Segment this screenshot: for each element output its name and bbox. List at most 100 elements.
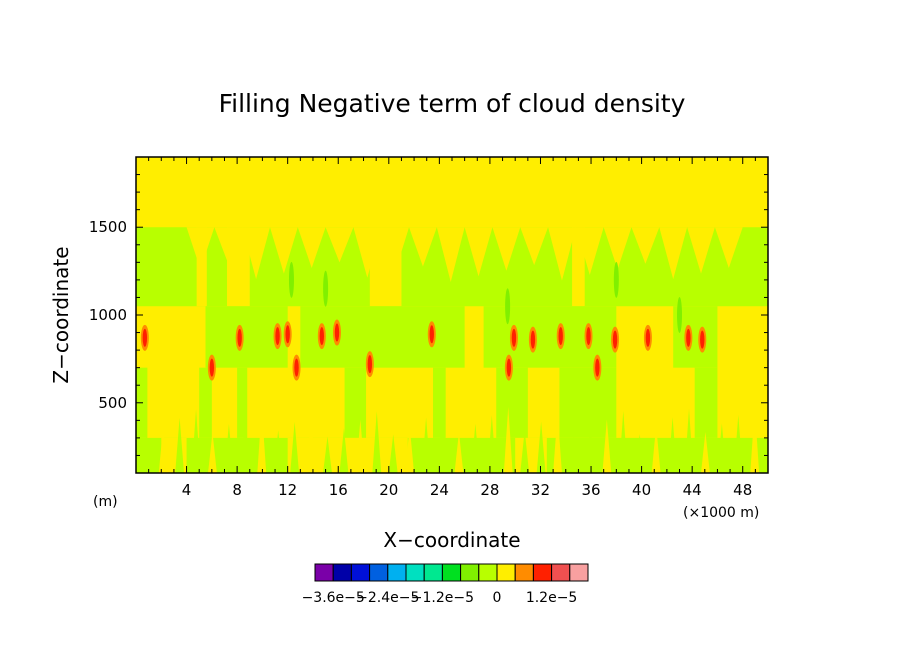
- bottom-streak: [487, 415, 497, 473]
- bottom-streak: [323, 436, 332, 473]
- bottom-streak: [520, 430, 530, 473]
- colorbar-swatch: [369, 563, 389, 582]
- red-spot: [700, 330, 705, 349]
- bottom-streak: [684, 408, 694, 473]
- bottom-streak: [438, 409, 447, 473]
- colorbar-swatch: [423, 563, 443, 582]
- colorbar-tick-label: −3.6e−5: [302, 590, 365, 606]
- upper-edge-spike: [492, 227, 521, 271]
- red-spot: [595, 358, 600, 377]
- red-spot: [209, 358, 215, 377]
- upper-edge-spike: [409, 227, 437, 267]
- x-axis-label: X−coordinate: [383, 528, 520, 552]
- bottom-streak: [635, 434, 645, 473]
- bottom-streak: [585, 427, 595, 473]
- x-tick-label: 24: [430, 481, 449, 499]
- bottom-streak: [421, 417, 431, 473]
- red-spot: [686, 328, 691, 347]
- upper-edge-spike: [214, 227, 243, 264]
- upper-edge-spike: [714, 227, 743, 268]
- bottom-streak: [470, 423, 480, 473]
- red-spot: [530, 330, 536, 349]
- bottom-streak: [240, 415, 250, 473]
- colorbar-swatch: [496, 563, 516, 582]
- x-tick-label: 48: [733, 481, 752, 499]
- y-axis-ticks: 500 1000 1500: [89, 174, 768, 456]
- bottom-streak: [388, 434, 398, 473]
- green-spot: [613, 261, 619, 298]
- upper-yellow-gap: [572, 227, 585, 307]
- colorbar-tick-label: −2.4e−5: [356, 590, 419, 606]
- lower-green-segment: [199, 367, 212, 438]
- colorbar-tick-label: 0: [493, 590, 502, 606]
- bottom-streak: [290, 421, 300, 473]
- red-spot: [558, 327, 563, 346]
- upper-edge-spike: [381, 227, 410, 273]
- upper-edge-spike: [186, 227, 215, 270]
- y-tick-label: 1000: [89, 306, 127, 324]
- upper-edge-spike: [575, 227, 604, 275]
- bottom-streak: [355, 419, 365, 473]
- bottom-streak: [536, 421, 546, 473]
- bottom-streak: [569, 436, 579, 473]
- red-spot: [429, 325, 434, 344]
- red-spot: [367, 355, 373, 374]
- x-tick-label: 20: [379, 481, 398, 499]
- y-axis-label: Z−coordinate: [49, 246, 73, 383]
- x-scale-note: (×1000 m): [683, 505, 759, 521]
- colorbar-swatch: [314, 563, 334, 582]
- colorbar-labels: −3.6e−5−2.4e−5−1.2e−5 0 1.2e−5: [302, 590, 578, 606]
- lower-green-segment: [694, 367, 718, 438]
- red-spot: [334, 323, 340, 342]
- upper-edge-spike: [464, 227, 493, 277]
- bottom-streak: [339, 428, 349, 473]
- x-tick-label: 32: [531, 481, 550, 499]
- upper-edge-spike: [520, 227, 549, 266]
- bottom-streak: [306, 413, 316, 473]
- red-spot: [275, 327, 280, 346]
- red-spot: [285, 325, 290, 344]
- upper-edge-spike: [436, 227, 465, 282]
- red-spot: [237, 328, 242, 347]
- upper-edge-spike: [325, 227, 354, 263]
- green-spot: [505, 288, 511, 325]
- green-spot: [323, 270, 329, 307]
- colorbar-swatch: [332, 563, 352, 582]
- x-axis-ticks: 4 8 12 16 20 24 28 32 36 40 44 48: [148, 157, 756, 499]
- upper-edge-spike: [603, 227, 632, 270]
- colorbar-swatch: [405, 563, 425, 582]
- x-unit-label: (m): [93, 494, 118, 510]
- colorbar-swatch: [551, 563, 571, 582]
- colorbar-swatch: [441, 563, 462, 582]
- colorbar-swatch: [514, 563, 534, 582]
- upper-edge-spike: [353, 227, 382, 278]
- mid-green-segment: [300, 306, 465, 368]
- green-spot: [288, 261, 294, 298]
- x-tick-label: 40: [632, 481, 651, 499]
- chart-title: Filling Negative term of cloud density: [219, 89, 686, 118]
- colorbar-swatch: [478, 563, 498, 582]
- bottom-green-band: [136, 437, 768, 473]
- colorbar-tick-label: 1.2e−5: [526, 590, 578, 606]
- x-tick-label: 12: [278, 481, 297, 499]
- colorbar-swatch: [387, 563, 407, 582]
- bottom-streak: [208, 432, 217, 473]
- bottom-streak: [273, 430, 283, 473]
- y-tick-label: 500: [98, 394, 127, 412]
- bottom-streak: [750, 406, 760, 473]
- upper-edge-spike: [242, 227, 270, 280]
- bottom-streak: [142, 434, 152, 473]
- colorbar-swatch: [532, 563, 553, 582]
- bottom-streak: [191, 409, 201, 473]
- lower-green-segment: [496, 367, 528, 438]
- bottom-streak: [224, 424, 234, 473]
- x-tick-label: 4: [182, 481, 192, 499]
- red-spot: [586, 327, 591, 346]
- colorbar-swatch: [460, 563, 480, 582]
- colorbar-tick-label: −1.2e−5: [411, 590, 474, 606]
- green-spot: [677, 297, 683, 333]
- upper-edge-spike: [269, 227, 298, 274]
- bottom-streak: [405, 425, 415, 473]
- x-tick-label: 28: [480, 481, 499, 499]
- lower-green-segment: [237, 367, 248, 438]
